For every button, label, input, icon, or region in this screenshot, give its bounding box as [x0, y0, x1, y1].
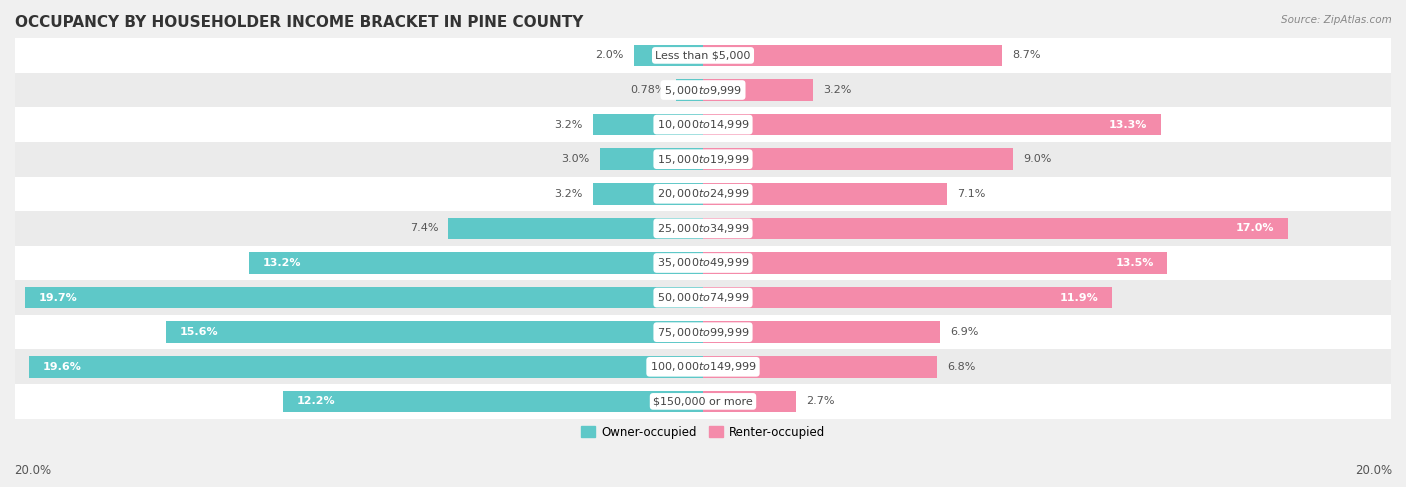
Text: 3.0%: 3.0% [561, 154, 589, 164]
Text: 13.3%: 13.3% [1108, 120, 1147, 130]
Legend: Owner-occupied, Renter-occupied: Owner-occupied, Renter-occupied [576, 421, 830, 443]
Bar [449, 218, 703, 239]
Text: 19.7%: 19.7% [39, 293, 77, 302]
Bar [703, 356, 936, 377]
Bar [703, 287, 1112, 308]
Bar [703, 79, 813, 101]
Text: 12.2%: 12.2% [297, 396, 336, 406]
Bar [25, 287, 703, 308]
Text: 9.0%: 9.0% [1024, 154, 1052, 164]
Text: 13.5%: 13.5% [1115, 258, 1154, 268]
Bar [166, 321, 703, 343]
Bar [15, 246, 1391, 281]
Bar [703, 114, 1160, 135]
Text: 8.7%: 8.7% [1012, 51, 1040, 60]
Text: OCCUPANCY BY HOUSEHOLDER INCOME BRACKET IN PINE COUNTY: OCCUPANCY BY HOUSEHOLDER INCOME BRACKET … [15, 15, 583, 30]
Text: $35,000 to $49,999: $35,000 to $49,999 [657, 257, 749, 269]
Text: 20.0%: 20.0% [1355, 464, 1392, 477]
Bar [15, 384, 1391, 419]
Bar [703, 252, 1167, 274]
Text: $10,000 to $14,999: $10,000 to $14,999 [657, 118, 749, 131]
Bar [15, 73, 1391, 107]
Text: 11.9%: 11.9% [1060, 293, 1098, 302]
Bar [703, 45, 1002, 66]
Text: $25,000 to $34,999: $25,000 to $34,999 [657, 222, 749, 235]
Text: $5,000 to $9,999: $5,000 to $9,999 [664, 83, 742, 96]
Text: $100,000 to $149,999: $100,000 to $149,999 [650, 360, 756, 374]
Text: $50,000 to $74,999: $50,000 to $74,999 [657, 291, 749, 304]
Text: 17.0%: 17.0% [1236, 224, 1274, 233]
Bar [15, 176, 1391, 211]
Bar [703, 391, 796, 412]
Text: 20.0%: 20.0% [14, 464, 51, 477]
Text: 3.2%: 3.2% [554, 189, 582, 199]
Text: 0.78%: 0.78% [630, 85, 666, 95]
Text: Source: ZipAtlas.com: Source: ZipAtlas.com [1281, 15, 1392, 25]
Bar [676, 79, 703, 101]
Bar [703, 218, 1288, 239]
Bar [703, 321, 941, 343]
Text: $75,000 to $99,999: $75,000 to $99,999 [657, 326, 749, 338]
Text: 6.9%: 6.9% [950, 327, 979, 337]
Bar [284, 391, 703, 412]
Bar [634, 45, 703, 66]
Bar [600, 149, 703, 170]
Bar [15, 350, 1391, 384]
Bar [15, 142, 1391, 176]
Bar [249, 252, 703, 274]
Bar [593, 183, 703, 205]
Text: 2.7%: 2.7% [806, 396, 835, 406]
Bar [28, 356, 703, 377]
Text: 7.4%: 7.4% [409, 224, 439, 233]
Bar [15, 107, 1391, 142]
Bar [703, 183, 948, 205]
Text: $15,000 to $19,999: $15,000 to $19,999 [657, 153, 749, 166]
Text: 3.2%: 3.2% [554, 120, 582, 130]
Text: Less than $5,000: Less than $5,000 [655, 51, 751, 60]
Text: 15.6%: 15.6% [180, 327, 219, 337]
Text: 19.6%: 19.6% [42, 362, 82, 372]
Bar [703, 149, 1012, 170]
Bar [15, 281, 1391, 315]
Bar [593, 114, 703, 135]
Text: 7.1%: 7.1% [957, 189, 986, 199]
Bar [15, 211, 1391, 246]
Bar [15, 315, 1391, 350]
Text: 13.2%: 13.2% [263, 258, 301, 268]
Bar [15, 38, 1391, 73]
Text: $150,000 or more: $150,000 or more [654, 396, 752, 406]
Text: 6.8%: 6.8% [948, 362, 976, 372]
Text: 3.2%: 3.2% [824, 85, 852, 95]
Text: 2.0%: 2.0% [596, 51, 624, 60]
Text: $20,000 to $24,999: $20,000 to $24,999 [657, 187, 749, 200]
